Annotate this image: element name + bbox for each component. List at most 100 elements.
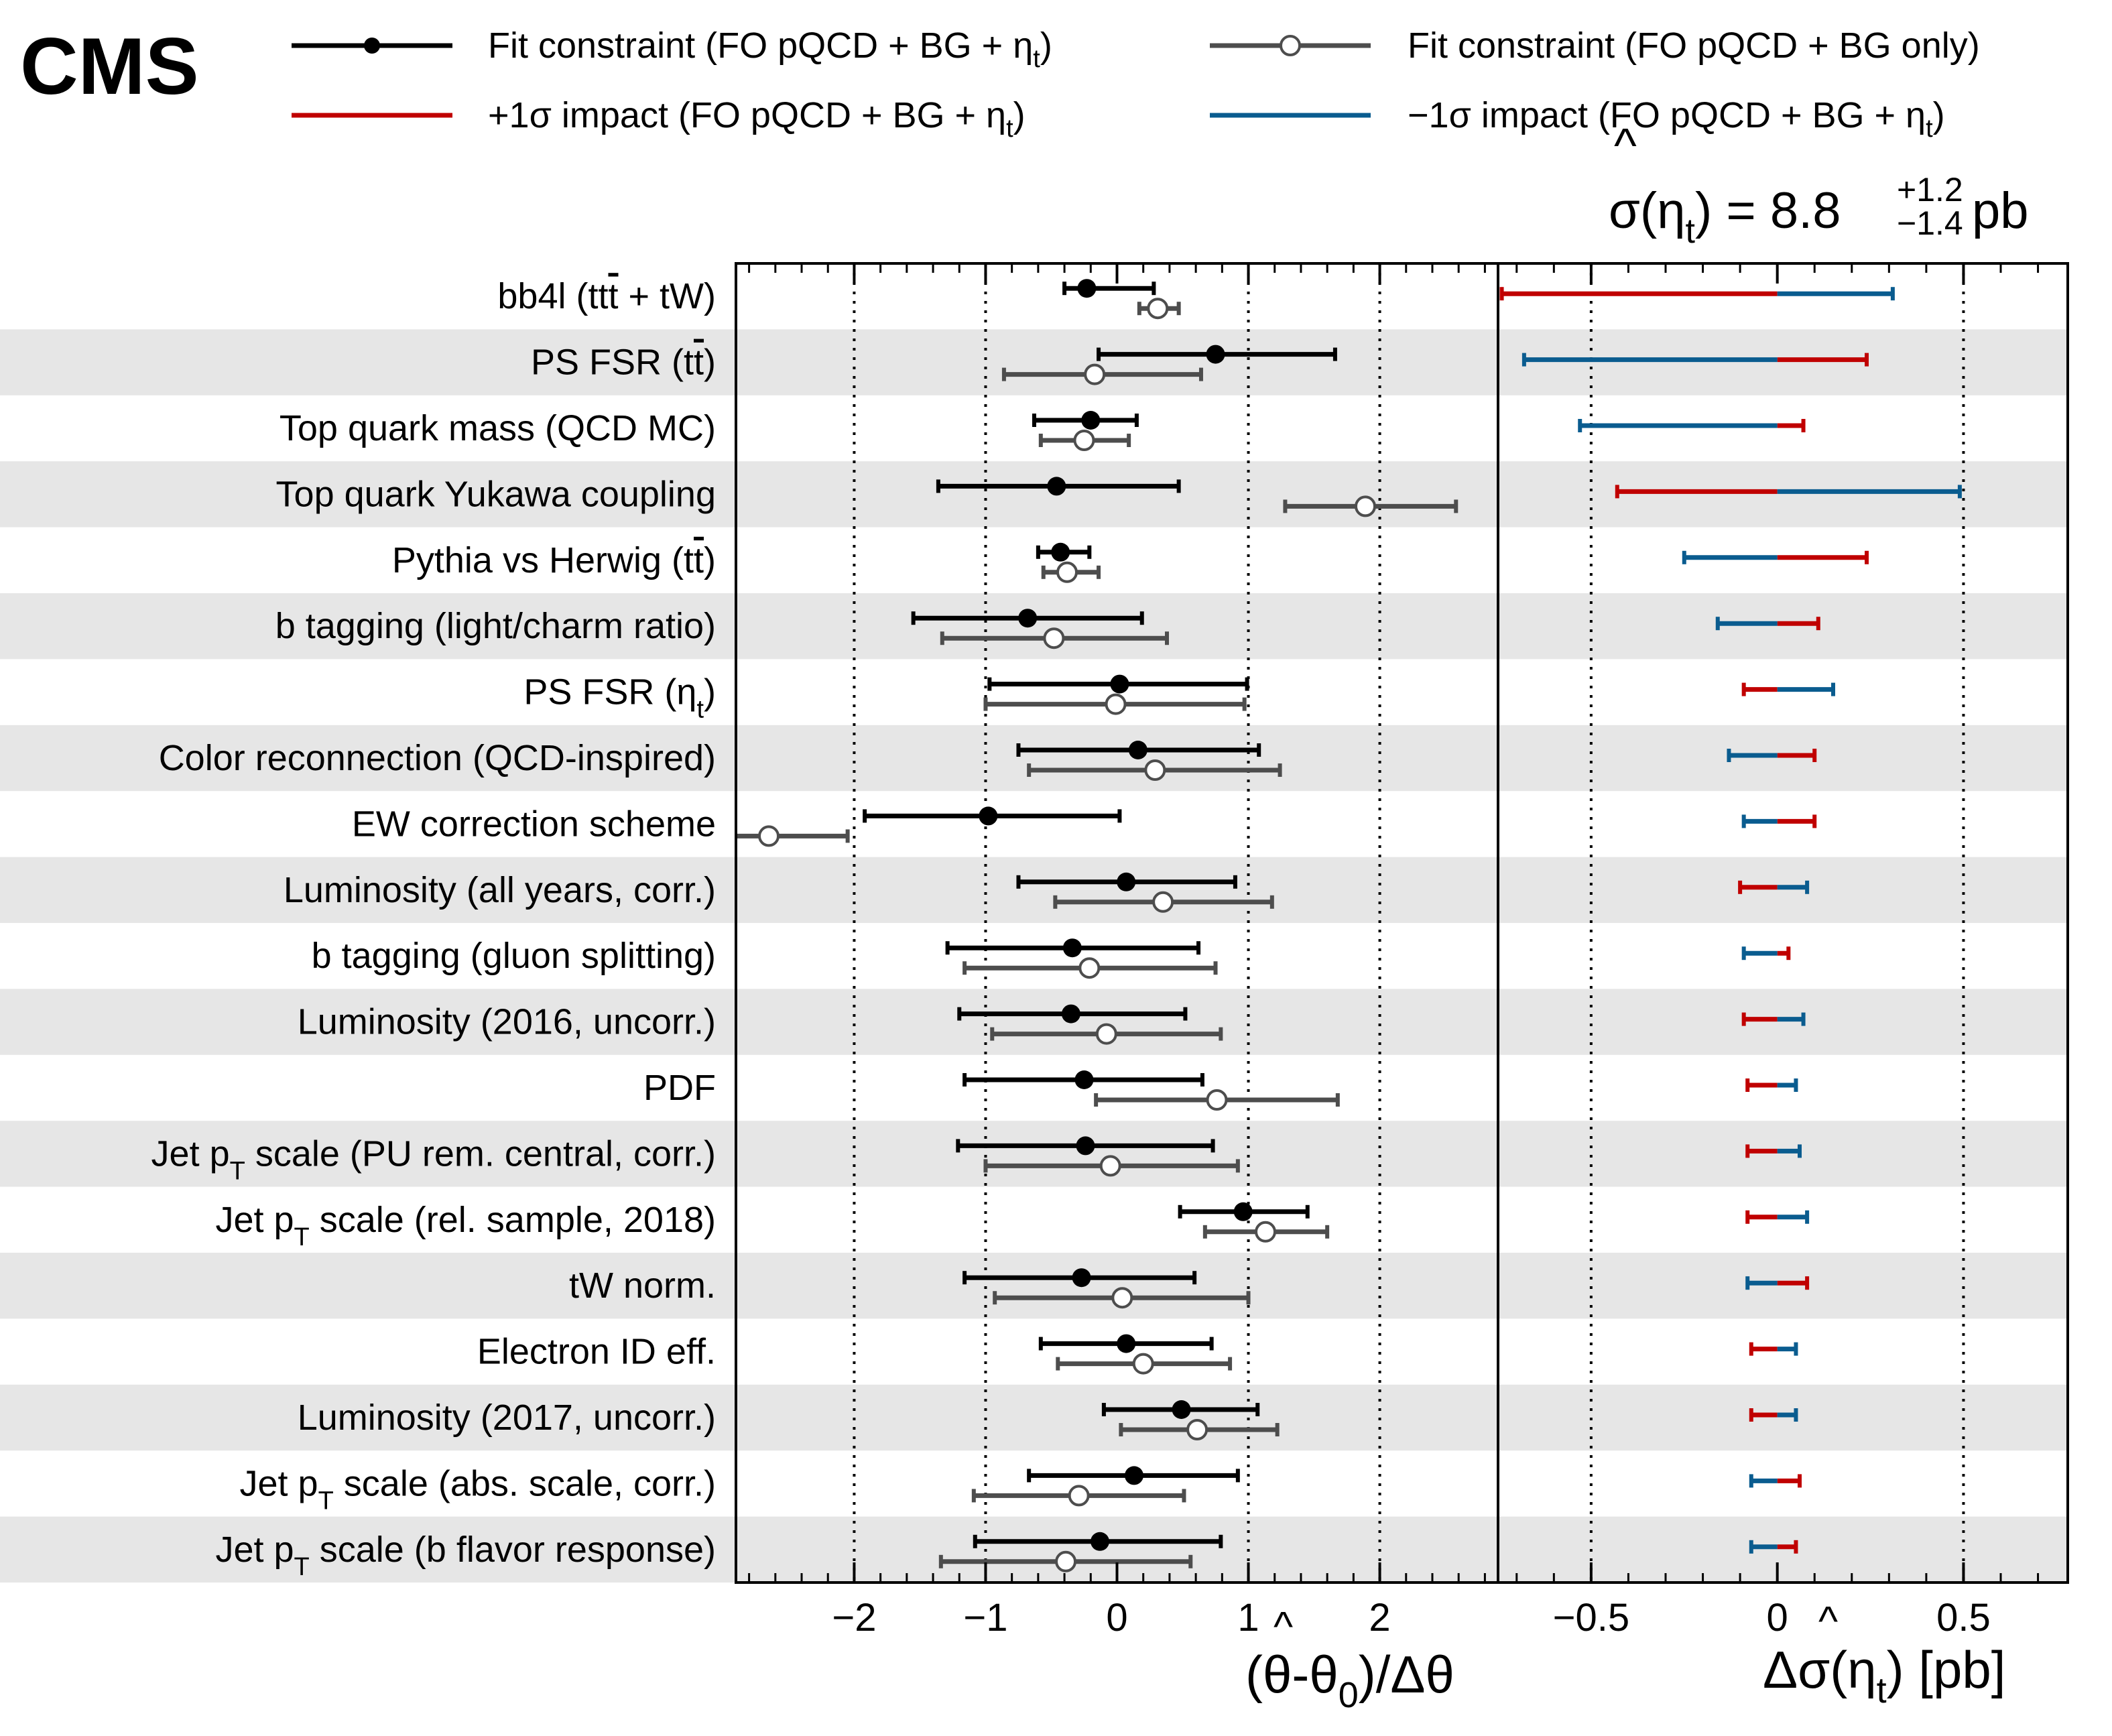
nuisance-label: Luminosity (2017, uncorr.) xyxy=(298,1398,716,1438)
legend-entry-plus-impact: +1σ impact (FO pQCD + BG + ηt) xyxy=(292,95,1026,143)
impacts-panel xyxy=(1499,287,1962,1554)
pulls-tick-label: 2 xyxy=(1369,1596,1390,1639)
row-band xyxy=(0,725,2068,792)
pull-point-fit-with-eta xyxy=(1110,674,1129,694)
row-bands xyxy=(0,329,2068,1583)
cross-section-value: σ(ηt) = 8.8 xyxy=(1609,182,1841,251)
pulls-tick-label: −2 xyxy=(832,1596,876,1639)
nuisance-label: Jet pT scale (rel. sample, 2018) xyxy=(215,1200,716,1251)
pull-point-fit-bg-only xyxy=(1105,693,1127,715)
pulls-xlabel-hat: ^ xyxy=(1274,1604,1293,1650)
row-band xyxy=(0,1121,2068,1187)
legend-entry-fit-bg-only: Fit constraint (FO pQCD + BG only) xyxy=(1210,25,1980,66)
pull-point-fit-with-eta xyxy=(1018,609,1038,628)
nuisance-label: Color reconnection (QCD-inspired) xyxy=(159,738,716,778)
pull-point-fit-with-eta xyxy=(1117,872,1136,891)
axis-ticks: −2 −1 0 1 2 −0.5 0 0.5 xyxy=(748,263,2040,1639)
pulls-xlabel-text: (θ-θ0)/Δθ xyxy=(1245,1645,1454,1715)
nuisance-label: Jet pT scale (abs. scale, corr.) xyxy=(240,1463,717,1515)
sigma-hat-accent: ^ xyxy=(1614,119,1637,173)
legend-marker-fit-with-eta xyxy=(364,38,380,54)
legend-label-plus-impact: +1σ impact (FO pQCD + BG + ηt) xyxy=(488,95,1026,143)
row-band xyxy=(0,329,2068,395)
legend-label-fit-bg-only: Fit constraint (FO pQCD + BG only) xyxy=(1408,25,1980,66)
pull-point-fit-bg-only xyxy=(1186,1419,1208,1440)
nuisance-label: Pythia vs Herwig (tt) xyxy=(392,540,716,580)
row-band xyxy=(0,857,2068,923)
impacts-xlabel-text: Δσ(ηt) [pb] xyxy=(1763,1640,2005,1711)
pull-point-fit-bg-only xyxy=(1078,957,1101,979)
pull-point-fit-with-eta xyxy=(1062,938,1082,958)
row-band xyxy=(0,1384,2068,1451)
pull-point-fit-with-eta xyxy=(1172,1400,1191,1419)
impacts-tick-label: −0.5 xyxy=(1553,1596,1630,1639)
row-band xyxy=(0,1516,2068,1583)
pull-point-fit-bg-only xyxy=(1144,759,1166,781)
pull-point-fit-with-eta xyxy=(1074,1070,1094,1089)
cms-logo: CMS xyxy=(20,21,199,111)
nuisance-label: Electron ID eff. xyxy=(477,1332,716,1372)
legend-label-fit-with-eta: Fit constraint (FO pQCD + BG + ηt) xyxy=(488,25,1052,73)
cross-section-unit: pb xyxy=(1972,182,2029,239)
row-band xyxy=(0,989,2068,1055)
pull-point-fit-with-eta xyxy=(1061,1004,1080,1024)
impacts-xlabel: ^ Δσ(ηt) [pb] xyxy=(1763,1599,2005,1711)
impacts-xlabel-hat: ^ xyxy=(1818,1599,1838,1645)
pull-point-fit-bg-only xyxy=(1068,1485,1090,1507)
pull-point-fit-bg-only xyxy=(1043,627,1065,649)
grid-lines xyxy=(853,263,1965,1583)
pull-point-fit-bg-only xyxy=(1255,1221,1277,1243)
pulls-tick-label: 1 xyxy=(1237,1596,1259,1639)
pull-point-fit-with-eta xyxy=(1233,1202,1253,1221)
impacts-frame xyxy=(1497,262,2069,1584)
pull-point-fit-with-eta xyxy=(1117,1334,1136,1353)
pull-point-fit-bg-only xyxy=(1206,1089,1228,1111)
pulls-tick-label: 0 xyxy=(1106,1596,1127,1639)
pull-point-fit-bg-only xyxy=(758,825,780,847)
pull-point-fit-with-eta xyxy=(979,806,998,826)
nuisance-label: EW correction scheme xyxy=(352,804,716,844)
pull-point-fit-bg-only xyxy=(1132,1353,1154,1375)
impacts-tick-label: 0.5 xyxy=(1936,1596,1991,1639)
nuisance-label: Top quark mass (QCD MC) xyxy=(279,408,716,448)
pull-point-fit-bg-only xyxy=(1111,1287,1133,1309)
pull-point-fit-bg-only xyxy=(1084,363,1106,385)
pull-point-fit-bg-only xyxy=(1055,1550,1077,1572)
pulls-xlabel: ^ (θ-θ0)/Δθ xyxy=(1245,1604,1454,1715)
nuisance-label: Jet pT scale (b flavor response) xyxy=(215,1530,716,1581)
pull-point-fit-bg-only xyxy=(1056,561,1078,583)
pull-point-fit-with-eta xyxy=(1081,411,1101,430)
legend-marker-fit-bg-only xyxy=(1280,35,1301,56)
nuisance-label: Luminosity (2016, uncorr.) xyxy=(298,1002,716,1042)
pull-point-fit-bg-only xyxy=(1095,1023,1117,1045)
nuisance-labels: bb4l (ttt + tW) PS FSR (tt) Top quark mass… xyxy=(151,276,716,1581)
pull-point-fit-bg-only xyxy=(1099,1155,1121,1177)
legend-entry-fit-with-eta: Fit constraint (FO pQCD + BG + ηt) xyxy=(292,25,1052,73)
pull-point-fit-with-eta xyxy=(1047,477,1066,496)
nuisance-label: Jet pT scale (PU rem. central, corr.) xyxy=(151,1133,716,1185)
nuisance-label: b tagging (light/charm ratio) xyxy=(275,606,716,646)
cross-section-up: +1.2 xyxy=(1897,171,1963,208)
pulls-panel xyxy=(737,279,1458,1572)
legend-label-minus-impact: −1σ impact (FO pQCD + BG + ηt) xyxy=(1408,95,1945,143)
pull-point-fit-with-eta xyxy=(1076,1136,1095,1156)
pulls-tick-label: −1 xyxy=(963,1596,1007,1639)
cross-section-result: ^ σ(ηt) = 8.8 +1.2 −1.4 pb xyxy=(1609,119,2029,251)
nuisance-label: PS FSR (tt) xyxy=(531,343,716,383)
pull-point-fit-with-eta xyxy=(1072,1268,1091,1288)
cross-section-down: −1.4 xyxy=(1897,204,1963,242)
nuisance-label: bb4l (ttt + tW) xyxy=(497,276,716,316)
legend: Fit constraint (FO pQCD + BG + ηt) Fit c… xyxy=(292,25,1980,143)
nuisance-label: b tagging (gluon splitting) xyxy=(312,936,716,976)
legend-entry-minus-impact: −1σ impact (FO pQCD + BG + ηt) xyxy=(1210,95,1945,143)
pull-point-fit-with-eta xyxy=(1051,542,1070,562)
pull-point-fit-with-eta xyxy=(1091,1532,1110,1551)
pull-point-fit-bg-only xyxy=(1152,891,1174,913)
pull-point-fit-with-eta xyxy=(1077,279,1097,298)
pull-point-fit-with-eta xyxy=(1206,345,1225,364)
row-band xyxy=(0,461,2068,528)
nuisance-label: PDF xyxy=(643,1068,716,1108)
pull-point-fit-bg-only xyxy=(1073,430,1095,451)
pull-point-fit-bg-only xyxy=(1147,298,1169,320)
